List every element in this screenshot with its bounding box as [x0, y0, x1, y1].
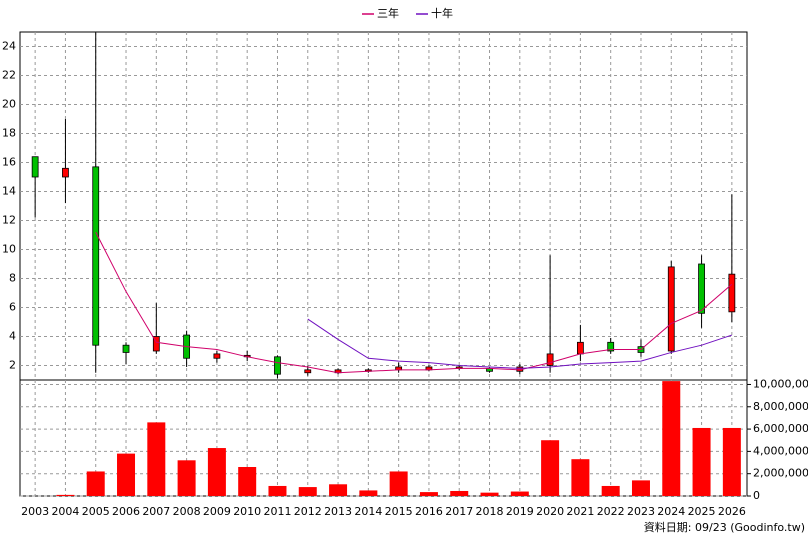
x-tick-label: 2014	[354, 505, 382, 518]
x-tick-label: 2025	[688, 505, 716, 518]
y2-tick-label: 0	[753, 489, 760, 502]
x-tick-label: 2026	[718, 505, 746, 518]
y-tick-label: 8	[9, 272, 16, 285]
volume-bar	[480, 492, 499, 496]
volume-bar	[510, 491, 529, 496]
ma-line	[95, 231, 733, 374]
x-tick-label: 2010	[233, 505, 261, 518]
volume-bar	[238, 467, 257, 496]
x-tick-label: 2024	[657, 505, 685, 518]
candle-body	[31, 156, 39, 178]
volume-bar	[692, 427, 711, 496]
volume-bar	[117, 453, 136, 496]
candle-body	[92, 166, 100, 346]
volume-bar	[601, 485, 620, 496]
y-tick-label: 14	[2, 185, 16, 198]
x-tick-label: 2003	[21, 505, 49, 518]
volume-bar	[389, 471, 408, 496]
x-tick-label: 2012	[294, 505, 322, 518]
y-tick-label: 12	[2, 214, 16, 227]
x-tick-label: 2006	[112, 505, 140, 518]
candle-body	[62, 167, 69, 178]
candle-body	[213, 353, 221, 359]
y-tick-label: 10	[2, 243, 16, 256]
x-tick-label: 2016	[415, 505, 443, 518]
volume-bar	[631, 480, 650, 496]
x-tick-label: 2009	[203, 505, 231, 518]
x-tick-label: 2004	[51, 505, 79, 518]
x-tick-label: 2021	[566, 505, 594, 518]
y2-tick-label: 6,000,000	[753, 422, 808, 435]
candle-body	[274, 356, 281, 375]
y-tick-label: 2	[9, 359, 16, 372]
y-tick-label: 6	[9, 301, 16, 314]
y-tick-label: 20	[2, 98, 16, 111]
volume-bar	[359, 490, 378, 496]
y2-tick-label: 2,000,000	[753, 467, 808, 480]
footer: 資料日期: 09/23 (Goodinfo.tw)	[644, 520, 805, 534]
volume-bar	[177, 460, 196, 496]
volume-bar	[722, 427, 741, 496]
volume-panel	[19, 379, 748, 497]
x-tick-label: 2008	[173, 505, 201, 518]
candle-body	[152, 336, 160, 352]
volume-bar	[147, 422, 166, 496]
volume-bar	[419, 492, 438, 496]
volume-bar	[571, 459, 590, 496]
volume-bar	[329, 484, 348, 496]
volume-bar	[56, 494, 75, 496]
x-tick-label: 2020	[536, 505, 564, 518]
ma-line	[307, 318, 733, 369]
x-tick-label: 2019	[506, 505, 534, 518]
y-tick-label: 4	[9, 330, 16, 343]
y-tick-label: 22	[2, 69, 16, 82]
x-tick-label: 2023	[627, 505, 655, 518]
y2-tick-label: 4,000,000	[753, 444, 808, 457]
x-tick-label: 2013	[324, 505, 352, 518]
x-tick-label: 2011	[263, 505, 291, 518]
volume-bar	[450, 490, 469, 496]
candle-body	[304, 369, 312, 374]
candle-body	[728, 273, 736, 313]
y2-tick-label: 8,000,000	[753, 400, 808, 413]
candle-body	[122, 344, 130, 353]
y2-tick-label: 10,000,000	[753, 377, 808, 390]
x-tick-label: 2017	[445, 505, 473, 518]
volume-bar	[86, 471, 105, 496]
x-tick-label: 2015	[385, 505, 413, 518]
candle-body	[698, 263, 705, 314]
y-tick-label: 24	[2, 40, 16, 53]
volume-bar	[207, 448, 226, 496]
y-tick-label: 16	[2, 156, 16, 169]
x-tick-label: 2007	[142, 505, 170, 518]
legend-label: 十年	[431, 6, 453, 20]
volume-bar	[298, 487, 317, 496]
candle-body	[576, 341, 584, 355]
candle-body	[667, 266, 675, 352]
candle-body	[546, 353, 554, 366]
x-tick-label: 2022	[597, 505, 625, 518]
y-tick-label: 18	[2, 127, 16, 140]
legend-label: 三年	[377, 6, 399, 20]
volume-bar	[662, 381, 681, 496]
candle-body	[607, 341, 615, 352]
x-tick-label: 2018	[476, 505, 504, 518]
volume-bar	[268, 485, 287, 496]
volume-bar	[541, 440, 560, 496]
x-tick-label: 2005	[82, 505, 110, 518]
